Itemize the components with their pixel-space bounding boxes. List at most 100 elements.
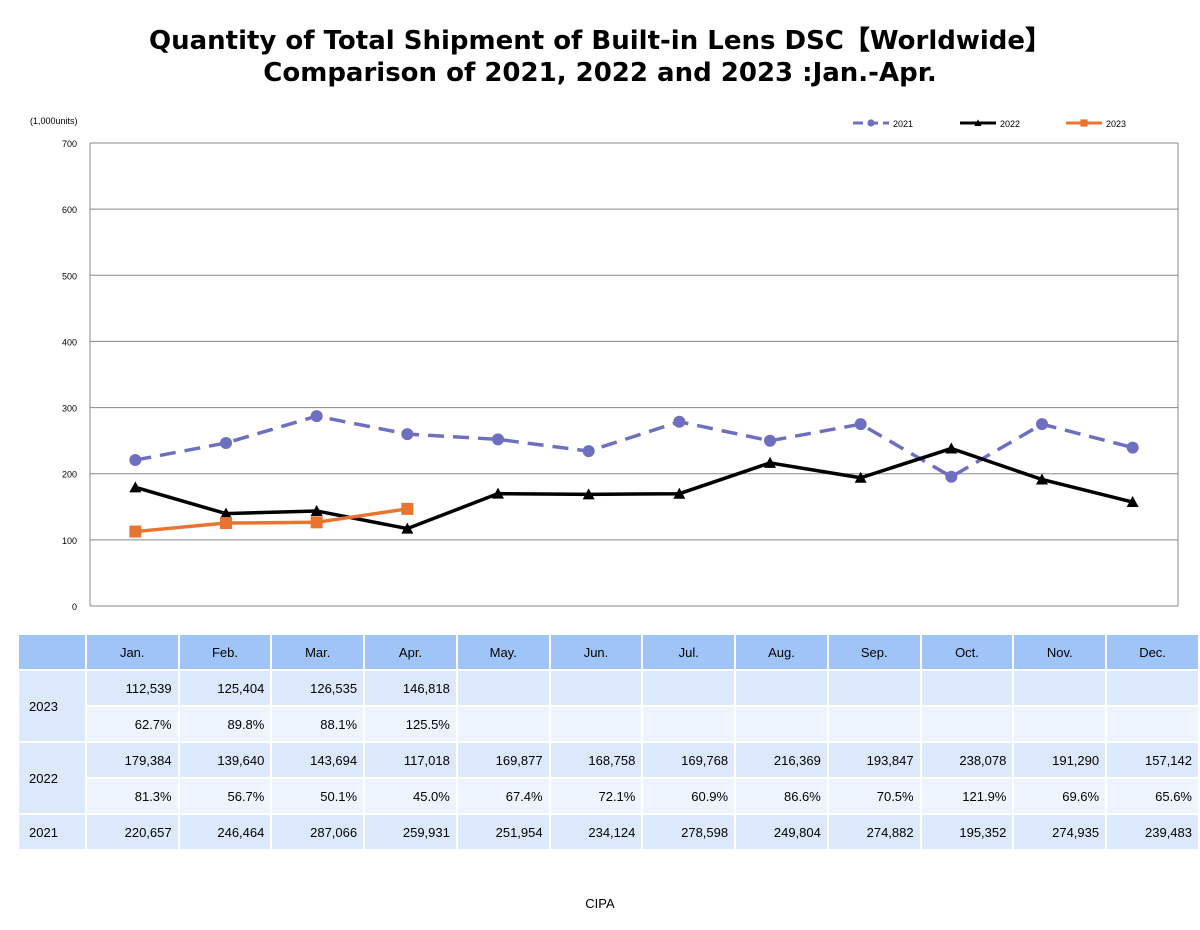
point-marker <box>673 415 686 428</box>
legend-item-2022: 2022 <box>960 119 1020 129</box>
table-row: 2023 112,539 125,404 126,535 146,818 <box>19 671 1198 741</box>
value-cell <box>550 671 642 705</box>
pct-cell: 62.7% <box>86 707 178 741</box>
value-cell: 169,768 <box>643 743 735 777</box>
pct-cell: 81.3% <box>86 779 178 813</box>
pct-cell: 65.6% <box>1107 779 1198 813</box>
month-header: May. <box>457 635 549 669</box>
value-cell: 274,935 <box>1014 815 1106 849</box>
value-cell: 112,539 <box>86 671 178 705</box>
point-marker <box>764 434 776 447</box>
month-header: Dec. <box>1107 635 1198 669</box>
table-row-pct: 62.7% 89.8% 88.1% 125.5% <box>19 707 1198 741</box>
point-marker <box>220 436 232 449</box>
pct-cell: 121.9% <box>921 779 1013 813</box>
legend-label: 2023 <box>1106 119 1126 129</box>
point-marker <box>1080 119 1088 127</box>
value-cell: 239,483 <box>1107 815 1198 849</box>
value-cell: 251,954 <box>457 815 549 849</box>
point-marker <box>582 445 595 458</box>
value-cell <box>643 671 735 705</box>
pct-cell <box>828 707 920 741</box>
pct-cell <box>1107 707 1198 741</box>
value-cell: 259,931 <box>365 815 456 849</box>
y-tick-label: 400 <box>62 337 77 347</box>
point-marker <box>673 487 686 499</box>
series-line <box>135 414 1134 479</box>
value-cell: 168,758 <box>550 743 642 777</box>
value-cell: 143,694 <box>272 743 364 777</box>
point-marker <box>129 454 142 467</box>
point-marker <box>310 410 323 423</box>
point-marker <box>401 502 414 515</box>
series-2021 <box>129 410 1139 483</box>
value-cell: 125,404 <box>179 671 271 705</box>
pct-cell <box>550 707 642 741</box>
value-cell: 157,142 <box>1107 743 1198 777</box>
point-marker <box>129 481 142 493</box>
value-cell: 246,464 <box>179 815 271 849</box>
value-cell: 249,804 <box>736 815 827 849</box>
y-tick-label: 500 <box>62 271 77 281</box>
pct-cell: 50.1% <box>272 779 364 813</box>
month-header: Feb. <box>179 635 271 669</box>
pct-cell: 72.1% <box>550 779 642 813</box>
pct-cell <box>457 707 549 741</box>
month-header: Jun. <box>550 635 642 669</box>
table-row: 2022 179,384 139,640 143,694 117,018 169,877 1… <box>19 743 1198 813</box>
legend-label: 2022 <box>1000 119 1020 129</box>
pct-cell <box>736 707 827 741</box>
point-marker <box>220 507 232 519</box>
y-tick-label: 200 <box>62 470 77 480</box>
month-header: Apr. <box>365 635 456 669</box>
value-cell <box>457 671 549 705</box>
value-cell <box>736 671 827 705</box>
table-row-pct: 81.3% 56.7% 50.1% 45.0% 67.4% 72.1% 60.9% 86.6%… <box>19 779 1198 813</box>
point-marker <box>129 525 142 538</box>
value-cell: 278,598 <box>643 815 735 849</box>
year-label: 2023 <box>19 671 85 741</box>
point-marker <box>401 522 414 534</box>
point-marker <box>1126 441 1139 454</box>
pct-cell <box>1014 707 1106 741</box>
value-cell: 234,124 <box>550 815 642 849</box>
corner-cell <box>19 635 85 669</box>
y-tick-label: 700 <box>62 139 77 149</box>
y-axis-label: (1,000units) <box>30 116 78 126</box>
value-cell <box>828 671 920 705</box>
pct-cell: 69.6% <box>1014 779 1106 813</box>
value-cell: 193,847 <box>828 743 920 777</box>
value-cell: 274,882 <box>828 815 920 849</box>
pct-cell: 60.9% <box>643 779 735 813</box>
line-chart: 0 100 200 300 400 500 600 700 (1,000units) 2021 20… <box>30 116 1179 612</box>
value-cell: 179,384 <box>86 743 178 777</box>
point-marker <box>854 418 867 431</box>
value-cell: 191,290 <box>1014 743 1106 777</box>
pct-cell: 88.1% <box>272 707 364 741</box>
month-header: Jul. <box>643 635 735 669</box>
pct-cell <box>921 707 1013 741</box>
value-cell: 169,877 <box>457 743 549 777</box>
year-label: 2022 <box>19 743 85 813</box>
legend-item-2023: 2023 <box>1066 119 1126 129</box>
value-cell: 126,535 <box>272 671 364 705</box>
month-header: Sep. <box>828 635 920 669</box>
table-header-row: Jan. Feb. Mar. Apr. May. Jun. Jul. Aug. Sep. Oct.… <box>19 635 1198 669</box>
month-header: Mar. <box>272 635 364 669</box>
point-marker <box>401 428 414 441</box>
point-marker <box>945 470 958 483</box>
value-cell <box>1014 671 1106 705</box>
point-marker <box>220 517 232 530</box>
pct-cell: 89.8% <box>179 707 271 741</box>
value-cell: 220,657 <box>86 815 178 849</box>
pct-cell <box>643 707 735 741</box>
data-table: Jan. Feb. Mar. Apr. May. Jun. Jul. Aug. Sep. Oct.… <box>17 633 1200 851</box>
month-header: Nov. <box>1014 635 1106 669</box>
source-label: CIPA <box>585 896 615 911</box>
point-marker <box>764 456 776 468</box>
value-cell: 216,369 <box>736 743 827 777</box>
pct-cell: 86.6% <box>736 779 827 813</box>
month-header: Oct. <box>921 635 1013 669</box>
point-marker <box>492 433 504 446</box>
table-row: 2021 220,657 246,464 287,066 259,931 251,954 2… <box>19 815 1198 849</box>
